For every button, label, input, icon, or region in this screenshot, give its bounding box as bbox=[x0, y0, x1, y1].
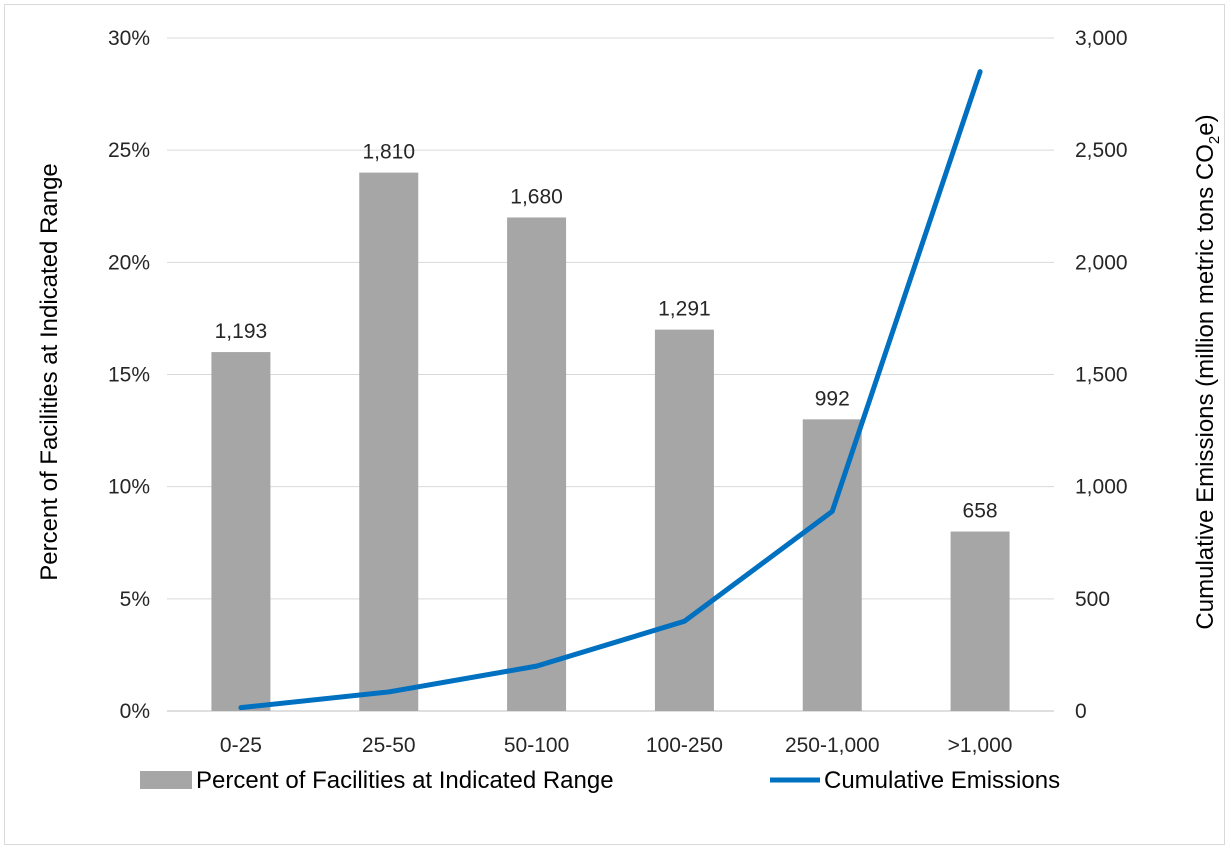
bar-series bbox=[211, 172, 1010, 712]
left-tick-label: 5% bbox=[120, 588, 150, 611]
x-tick-label: 25-50 bbox=[362, 734, 416, 757]
left-tick-label: 30% bbox=[108, 27, 150, 50]
right-tick-label: 3,000 bbox=[1075, 27, 1128, 50]
left-tick-label: 20% bbox=[108, 251, 150, 274]
x-tick-label: 250-1,000 bbox=[785, 734, 880, 757]
left-axis-title: Percent of Facilities at Indicated Range bbox=[36, 163, 63, 581]
bar-data-label: 1,810 bbox=[362, 141, 415, 164]
bar-data-label: 1,291 bbox=[658, 298, 711, 321]
bar bbox=[950, 531, 1010, 711]
legend: Percent of Facilities at Indicated Range… bbox=[140, 767, 1060, 794]
right-axis-ticks: 0 500 1,000 1,500 2,000 2,500 3,000 bbox=[1075, 27, 1128, 723]
chart-frame bbox=[4, 4, 1225, 845]
right-axis-title: Cumulative Emissions (million metric ton… bbox=[1192, 114, 1223, 629]
right-tick-label: 0 bbox=[1075, 700, 1087, 723]
right-tick-label: 2,000 bbox=[1075, 251, 1128, 274]
right-tick-label: 1,500 bbox=[1075, 364, 1128, 387]
right-axis-title-subscript: 2 bbox=[1206, 136, 1223, 144]
legend-bar-swatch bbox=[140, 771, 192, 789]
legend-bar-label: Percent of Facilities at Indicated Range bbox=[196, 767, 614, 794]
x-tick-label: 100-250 bbox=[646, 734, 723, 757]
x-axis-ticks: 0-25 25-50 50-100 100-250 250-1,000 >1,000 bbox=[220, 734, 1013, 757]
right-tick-label: 500 bbox=[1075, 588, 1110, 611]
right-tick-label: 2,500 bbox=[1075, 139, 1128, 162]
left-tick-label: 0% bbox=[120, 700, 150, 723]
bar-data-label: 658 bbox=[963, 500, 998, 523]
cumulative-emissions-line bbox=[238, 69, 983, 711]
bar-data-label: 1,680 bbox=[510, 185, 563, 208]
bar bbox=[654, 329, 714, 711]
right-tick-label: 1,000 bbox=[1075, 476, 1128, 499]
gridlines bbox=[167, 37, 1054, 712]
left-tick-label: 10% bbox=[108, 476, 150, 499]
bar bbox=[802, 419, 862, 711]
bar bbox=[507, 217, 567, 711]
left-tick-label: 15% bbox=[108, 364, 150, 387]
left-tick-label: 25% bbox=[108, 139, 150, 162]
line-series bbox=[238, 69, 983, 711]
bar-data-label: 992 bbox=[815, 387, 850, 410]
x-tick-label: >1,000 bbox=[948, 734, 1013, 757]
right-axis-title-main: Cumulative Emissions (million metric ton… bbox=[1192, 144, 1219, 629]
bar-data-labels: 1,193 1,810 1,680 1,291 992 658 bbox=[215, 141, 998, 523]
left-axis-ticks: 0% 5% 10% 15% 20% 25% 30% bbox=[108, 27, 150, 723]
legend-line-label: Cumulative Emissions bbox=[824, 767, 1060, 794]
bar bbox=[211, 352, 271, 711]
x-tick-label: 0-25 bbox=[220, 734, 262, 757]
bar-data-label: 1,193 bbox=[215, 320, 268, 343]
x-tick-label: 50-100 bbox=[504, 734, 569, 757]
bar bbox=[359, 172, 419, 712]
right-axis-title-end: e) bbox=[1192, 114, 1219, 135]
